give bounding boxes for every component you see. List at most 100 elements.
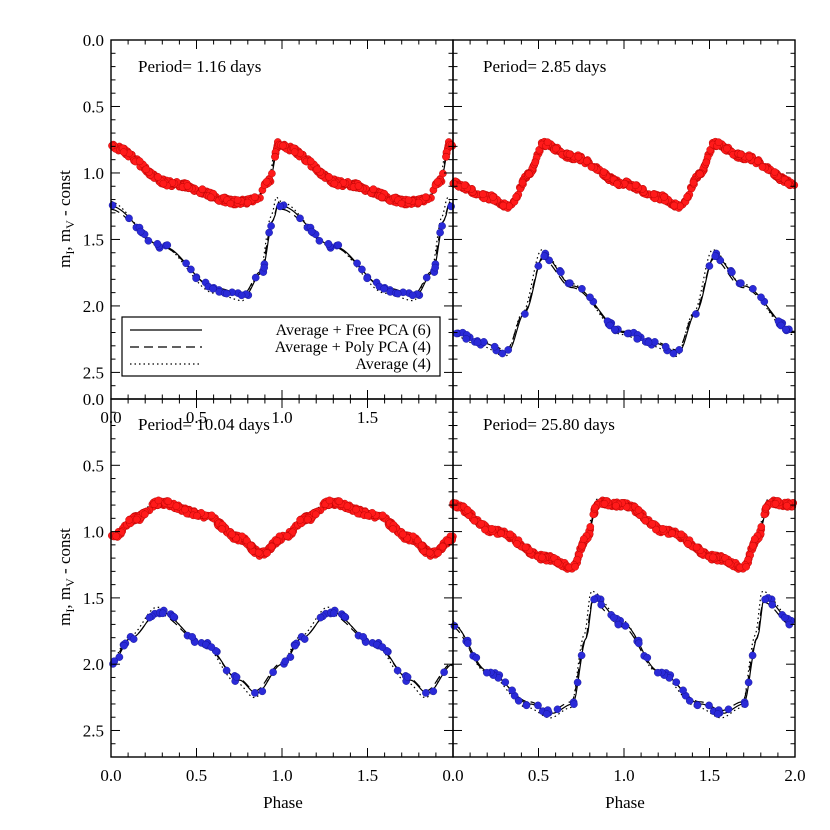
panel-2-V-point [521,310,529,318]
panel-4-V-point [748,651,757,660]
panel-4-I-point [591,503,599,512]
panel-3-I-point [417,541,426,550]
panel-1-V-point [422,273,431,282]
panel-1-V-point [260,263,269,272]
panel-3-I-point [132,515,141,524]
panel-4-V-point [597,601,606,609]
panel-2-V-point [504,346,513,354]
panel-2-V-point [610,325,619,334]
panel-4-V-point [614,620,623,629]
panel-1-I-point [414,198,423,207]
panel-2-I-point [587,163,596,171]
panel-4-V-point [713,710,722,718]
panel-1-I-point [154,173,162,181]
panel-2-I-point [574,152,583,161]
panel-4-I-point [579,535,588,543]
ylabel-bottom-m: m [55,613,74,626]
panel-3-I-point [207,511,216,520]
panel-4-I-point [586,523,595,531]
panel-1-V-point [136,227,145,236]
panel-3-y-tick-label: 0.5 [83,456,104,475]
panel-1-y-tick-label: 2.0 [83,297,104,316]
panel-3-I-point [352,505,360,514]
panel-4-V-point [744,678,753,687]
panel-3-I-point [425,548,434,557]
panel-2-V-point [781,325,790,334]
panel-1-I-point [226,199,235,208]
panel-3-I-point [154,496,163,505]
panel-2-V-point [452,329,461,338]
legend-label-poly-pca: Average + Poly PCA (4) [275,339,431,356]
panel-2-V-point [540,252,549,261]
panel-4-I-point [648,520,657,528]
panel-titles: Period= 1.16 days Period= 2.85 days Peri… [138,57,615,434]
panel-4-I-point [553,559,562,567]
panel-2-frame [452,39,796,400]
points-layer [108,137,799,718]
panel-1-V-point [267,222,275,230]
panel-4-V-point [741,700,749,709]
panel-1-V-point [251,273,260,282]
panel-2-I-point [736,150,745,159]
panel-3-V-point [286,653,295,661]
panel-1-V-point [393,289,402,298]
panel-4-V-point [472,653,481,662]
panel-3-I-point [343,502,352,510]
panel-2-V-point [479,338,488,346]
panel-4-V-point [672,678,681,687]
panel-2-I-point [531,158,540,167]
panel-2-V-point [692,310,700,318]
panel-2-V-point [566,279,574,287]
panel-4-V-point [781,613,789,622]
panel-1-I-point [306,157,315,165]
panel-1-I-point [268,169,276,178]
panel-3-V-point [115,653,124,661]
panel-4-I-point [538,553,546,562]
panel-4-V-point [482,668,491,677]
panel-3-I-point [364,511,372,520]
panel-3-y-tick-label: 2.0 [83,655,104,674]
panel-3-I-point [378,511,387,520]
panel-2-V-point [462,335,471,343]
panel-1-V-point [431,263,440,272]
panel-2-V-point [623,329,632,338]
panel-4-V-point [610,613,618,622]
panel-1-I-point [447,141,456,149]
ylabel-bottom-sub1: I [63,609,77,613]
panel-4-V-curve-free-pca [452,597,796,714]
panel-3-V-point [422,689,430,697]
ylabel-top-tail: - const [55,170,74,220]
panel-2-I-point [754,157,762,165]
panel-2-I-point [512,193,520,201]
panel-1-V-point [153,239,162,248]
panel-3-V-point [120,641,128,650]
panel-4-V-point [685,697,694,705]
panel-4-x-tick-label: 0.0 [442,766,463,785]
panel-1-V-point [209,284,217,293]
panel-1-I-point [135,157,144,165]
panel-3-V-point [169,613,178,621]
panel-1-V-point [187,265,195,274]
panel-1-I-point [442,153,450,161]
panel-3-I-point [112,532,120,540]
panel-3-I-point [399,530,407,539]
panel-1-I-point [243,198,252,207]
x-axis-label-left: Phase [263,793,303,812]
panel-4-I-point [762,503,770,512]
panel-2-I-point [631,181,640,189]
panel-1-V-point [108,201,117,210]
panel-3-x-tick-label: 1.0 [271,766,292,785]
panel-4-I-point [470,517,479,525]
panel-3-V-curve-average [110,606,454,699]
panel-3-V-point [207,643,216,651]
panel-2-V-point [633,335,642,343]
panel-4-V-point [508,686,516,695]
panel-4-V-point [553,705,562,714]
x-axis-label-right: Phase [605,793,645,812]
panel-3-y-tick-label: 0.0 [83,390,104,409]
panel-2-V-curve-free-pca [452,254,796,354]
panel-3-V-point [145,613,154,622]
panel-2-I-point [583,157,591,165]
panel-3-V-point [359,633,368,641]
panel-1-I-point [369,185,378,193]
